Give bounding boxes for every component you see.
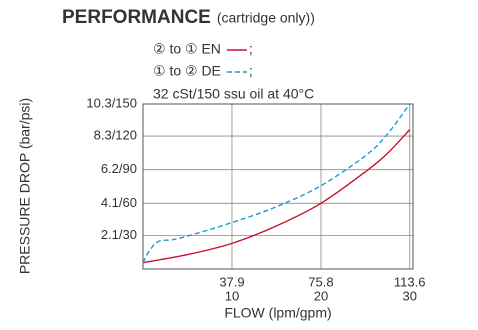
series-line xyxy=(142,103,411,263)
y-tick-label: 6.2/90 xyxy=(101,161,137,176)
annotation: 32 cSt/150 ssu oil at 40°C xyxy=(153,86,314,102)
y-tick-label: 2.1/30 xyxy=(101,227,137,242)
x2-tick-label: 30 xyxy=(402,288,416,303)
chart-title: PERFORMANCE xyxy=(62,7,211,28)
x2-tick-label: 20 xyxy=(314,288,328,303)
y-axis-label: PRESSURE DROP (bar/psi) xyxy=(17,98,33,274)
legend-label: ② to ① EN xyxy=(153,41,221,57)
chart-subtitle: (cartridge only)) xyxy=(217,10,315,26)
x-tick-label: 37.9 xyxy=(219,274,244,289)
x-tick-label: 113.6 xyxy=(394,274,426,289)
x-axis-label: FLOW (lpm/gpm) xyxy=(224,305,331,321)
x-tick-label: 75.8 xyxy=(308,274,333,289)
legend-suffix: ; xyxy=(249,63,253,79)
legend-suffix: ; xyxy=(249,41,253,57)
y-tick-label: 10.3/150 xyxy=(86,95,137,110)
x2-tick-label: 10 xyxy=(225,288,239,303)
series-line xyxy=(142,129,411,264)
y-tick-label: 8.3/120 xyxy=(94,127,137,142)
legend-label: ① to ② DE xyxy=(153,63,221,79)
plot-frame xyxy=(142,103,414,270)
y-tick-label: 4.1/60 xyxy=(101,195,137,210)
